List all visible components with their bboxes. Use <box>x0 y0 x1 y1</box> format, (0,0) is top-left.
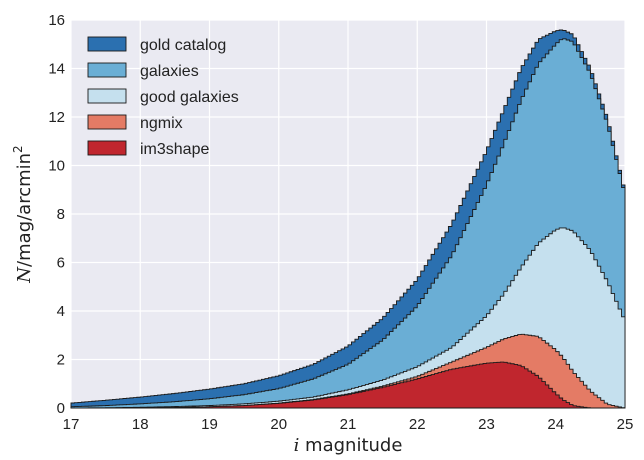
legend-label-1: galaxies <box>140 63 199 80</box>
y-tick-label-1: 2 <box>57 352 65 369</box>
y-tick-label-7: 14 <box>48 61 65 78</box>
x-tick-label-2: 19 <box>201 416 218 433</box>
x-axis-label: i magnitude <box>294 435 403 456</box>
y-tick-label-4: 8 <box>57 206 65 223</box>
legend-label-4: im3shape <box>140 141 209 158</box>
legend-label-3: ngmix <box>140 115 183 132</box>
y-axis-label: N/mag/arcmin2 <box>11 145 35 283</box>
y-tick-label-2: 4 <box>57 303 65 320</box>
y-tick-label-0: 0 <box>57 400 65 417</box>
x-tick-label-4: 21 <box>340 416 357 433</box>
legend-label-0: gold catalog <box>140 37 226 54</box>
x-tick-label-0: 17 <box>63 416 80 433</box>
legend-swatch-0 <box>87 36 127 52</box>
x-tick-label-3: 20 <box>270 416 287 433</box>
x-tick-label-1: 18 <box>132 416 149 433</box>
legend-swatch-1 <box>87 62 127 78</box>
x-tick-label-5: 22 <box>409 416 426 433</box>
x-tick-label-7: 24 <box>547 416 564 433</box>
legend: gold catalog galaxies good galaxies ngmix im… <box>87 36 239 158</box>
x-tick-labels: 17 18 19 20 21 22 23 24 25 <box>63 416 634 433</box>
legend-label-2: good galaxies <box>140 89 239 106</box>
series-im3shape <box>71 361 625 409</box>
legend-swatch-3 <box>87 114 127 130</box>
y-tick-label-8: 16 <box>48 12 65 29</box>
legend-swatch-4 <box>87 140 127 156</box>
y-tick-labels: 0 2 4 6 8 10 12 14 16 <box>48 12 65 417</box>
area-series <box>70 29 626 409</box>
x-tick-label-6: 23 <box>478 416 495 433</box>
x-tick-label-8: 25 <box>617 416 634 433</box>
y-tick-label-3: 6 <box>57 255 65 272</box>
y-tick-label-6: 12 <box>48 109 65 126</box>
legend-swatch-2 <box>87 88 127 104</box>
y-tick-label-5: 10 <box>48 158 65 175</box>
